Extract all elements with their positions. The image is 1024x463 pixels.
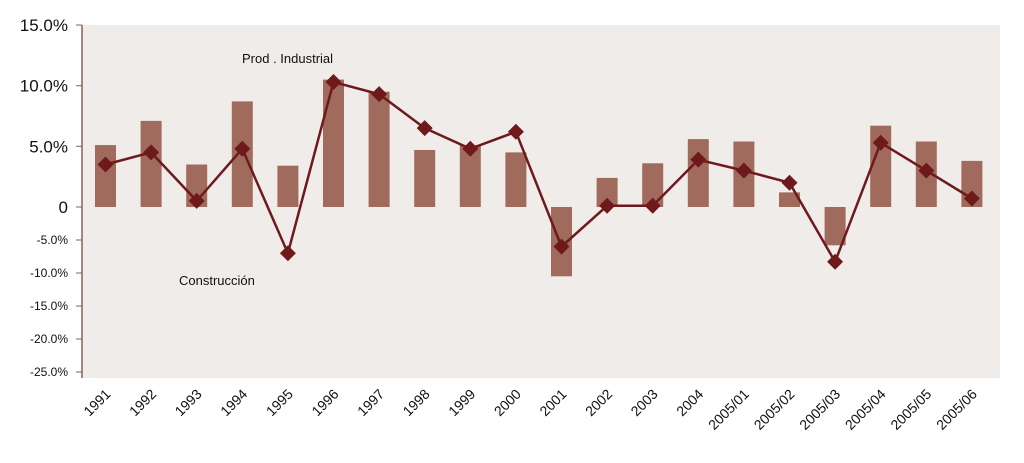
bar-1998 bbox=[414, 150, 436, 207]
x-tick-label: 2005/05 bbox=[887, 386, 934, 433]
x-tick-label: 2001 bbox=[536, 386, 569, 419]
x-tick-label: 1993 bbox=[171, 386, 204, 419]
line-series-group bbox=[97, 74, 980, 270]
bar-1996 bbox=[323, 79, 344, 207]
annotation-prod-industrial: Prod . Industrial bbox=[242, 51, 333, 66]
bar-2003 bbox=[642, 163, 664, 207]
marker-1997 bbox=[371, 86, 388, 103]
plot-background bbox=[82, 25, 1000, 378]
x-tick-label: 2005/04 bbox=[842, 386, 889, 433]
x-tick-label: 2004 bbox=[673, 386, 706, 419]
x-tick-label: 1996 bbox=[308, 386, 341, 419]
line-prod-industrial bbox=[105, 80, 973, 265]
marker-2005/01 bbox=[735, 162, 752, 179]
y-tick-label: 10.0% bbox=[20, 77, 68, 96]
x-tick-label: 1997 bbox=[354, 386, 387, 419]
marker-1996 bbox=[325, 74, 342, 91]
bar-1997 bbox=[368, 91, 390, 207]
bar-1999 bbox=[459, 145, 481, 207]
x-tick-label: 1991 bbox=[80, 386, 113, 419]
marker-1998 bbox=[416, 120, 433, 137]
y-ticks-group: 15.0% 10.0% 5.0% 0 -5.0% -10.0% -15.0% -20.0% -2… bbox=[20, 16, 82, 379]
marker-1999 bbox=[462, 140, 479, 157]
x-tick-label: 1999 bbox=[445, 386, 478, 419]
marker-2005/02 bbox=[781, 174, 798, 191]
y-tick-label: 5.0% bbox=[29, 137, 68, 156]
y-tick-label: -15.0% bbox=[30, 299, 68, 313]
marker-2001 bbox=[553, 238, 570, 255]
x-tick-label: 2005/01 bbox=[705, 386, 752, 433]
bar-2000 bbox=[505, 152, 527, 207]
y-tick-label: 0 bbox=[59, 198, 68, 217]
marker-1993 bbox=[188, 192, 205, 209]
bar-2002 bbox=[596, 177, 618, 207]
marker-1994 bbox=[234, 140, 251, 157]
x-tick-label: 2005/02 bbox=[751, 386, 798, 433]
marker-2005/04 bbox=[872, 134, 889, 151]
x-tick-label: 1994 bbox=[217, 386, 250, 419]
bar-2005/03 bbox=[824, 207, 846, 246]
marker-2000 bbox=[507, 123, 524, 140]
marker-2003 bbox=[644, 197, 661, 214]
marker-2005/05 bbox=[918, 162, 935, 179]
marker-1991 bbox=[97, 156, 114, 173]
bar-1992 bbox=[140, 120, 162, 207]
bar-2005/02 bbox=[779, 192, 800, 207]
x-tick-label: 2002 bbox=[582, 386, 615, 419]
x-ticks-group: 1991 1992 1993 1994 1995 1996 1997 1998 1999 2000… bbox=[80, 386, 980, 433]
y-tick-label: -5.0% bbox=[37, 233, 69, 247]
x-tick-label: 2005/06 bbox=[933, 386, 980, 433]
marker-2005/06 bbox=[963, 190, 980, 207]
bar-2004 bbox=[687, 139, 709, 207]
x-tick-label: 2000 bbox=[491, 386, 524, 419]
x-tick-label: 2003 bbox=[627, 386, 660, 419]
marker-2002 bbox=[599, 197, 616, 214]
bar-1991 bbox=[95, 145, 116, 207]
x-tick-label: 2005/03 bbox=[796, 386, 843, 433]
marker-2004 bbox=[690, 151, 707, 168]
y-tick-label: 15.0% bbox=[20, 16, 68, 35]
x-tick-label: 1995 bbox=[263, 386, 296, 419]
marker-2005/03 bbox=[827, 253, 844, 270]
y-tick-label: -10.0% bbox=[30, 266, 68, 280]
annotation-construccion: Construcción bbox=[179, 273, 255, 288]
marker-1995 bbox=[279, 245, 296, 262]
marker-1992 bbox=[143, 144, 160, 161]
y-tick-label: -20.0% bbox=[30, 332, 68, 346]
y-tick-label: -25.0% bbox=[30, 365, 68, 379]
bar-1995 bbox=[277, 165, 299, 207]
x-tick-label: 1992 bbox=[126, 386, 159, 419]
x-tick-label: 1998 bbox=[399, 386, 432, 419]
